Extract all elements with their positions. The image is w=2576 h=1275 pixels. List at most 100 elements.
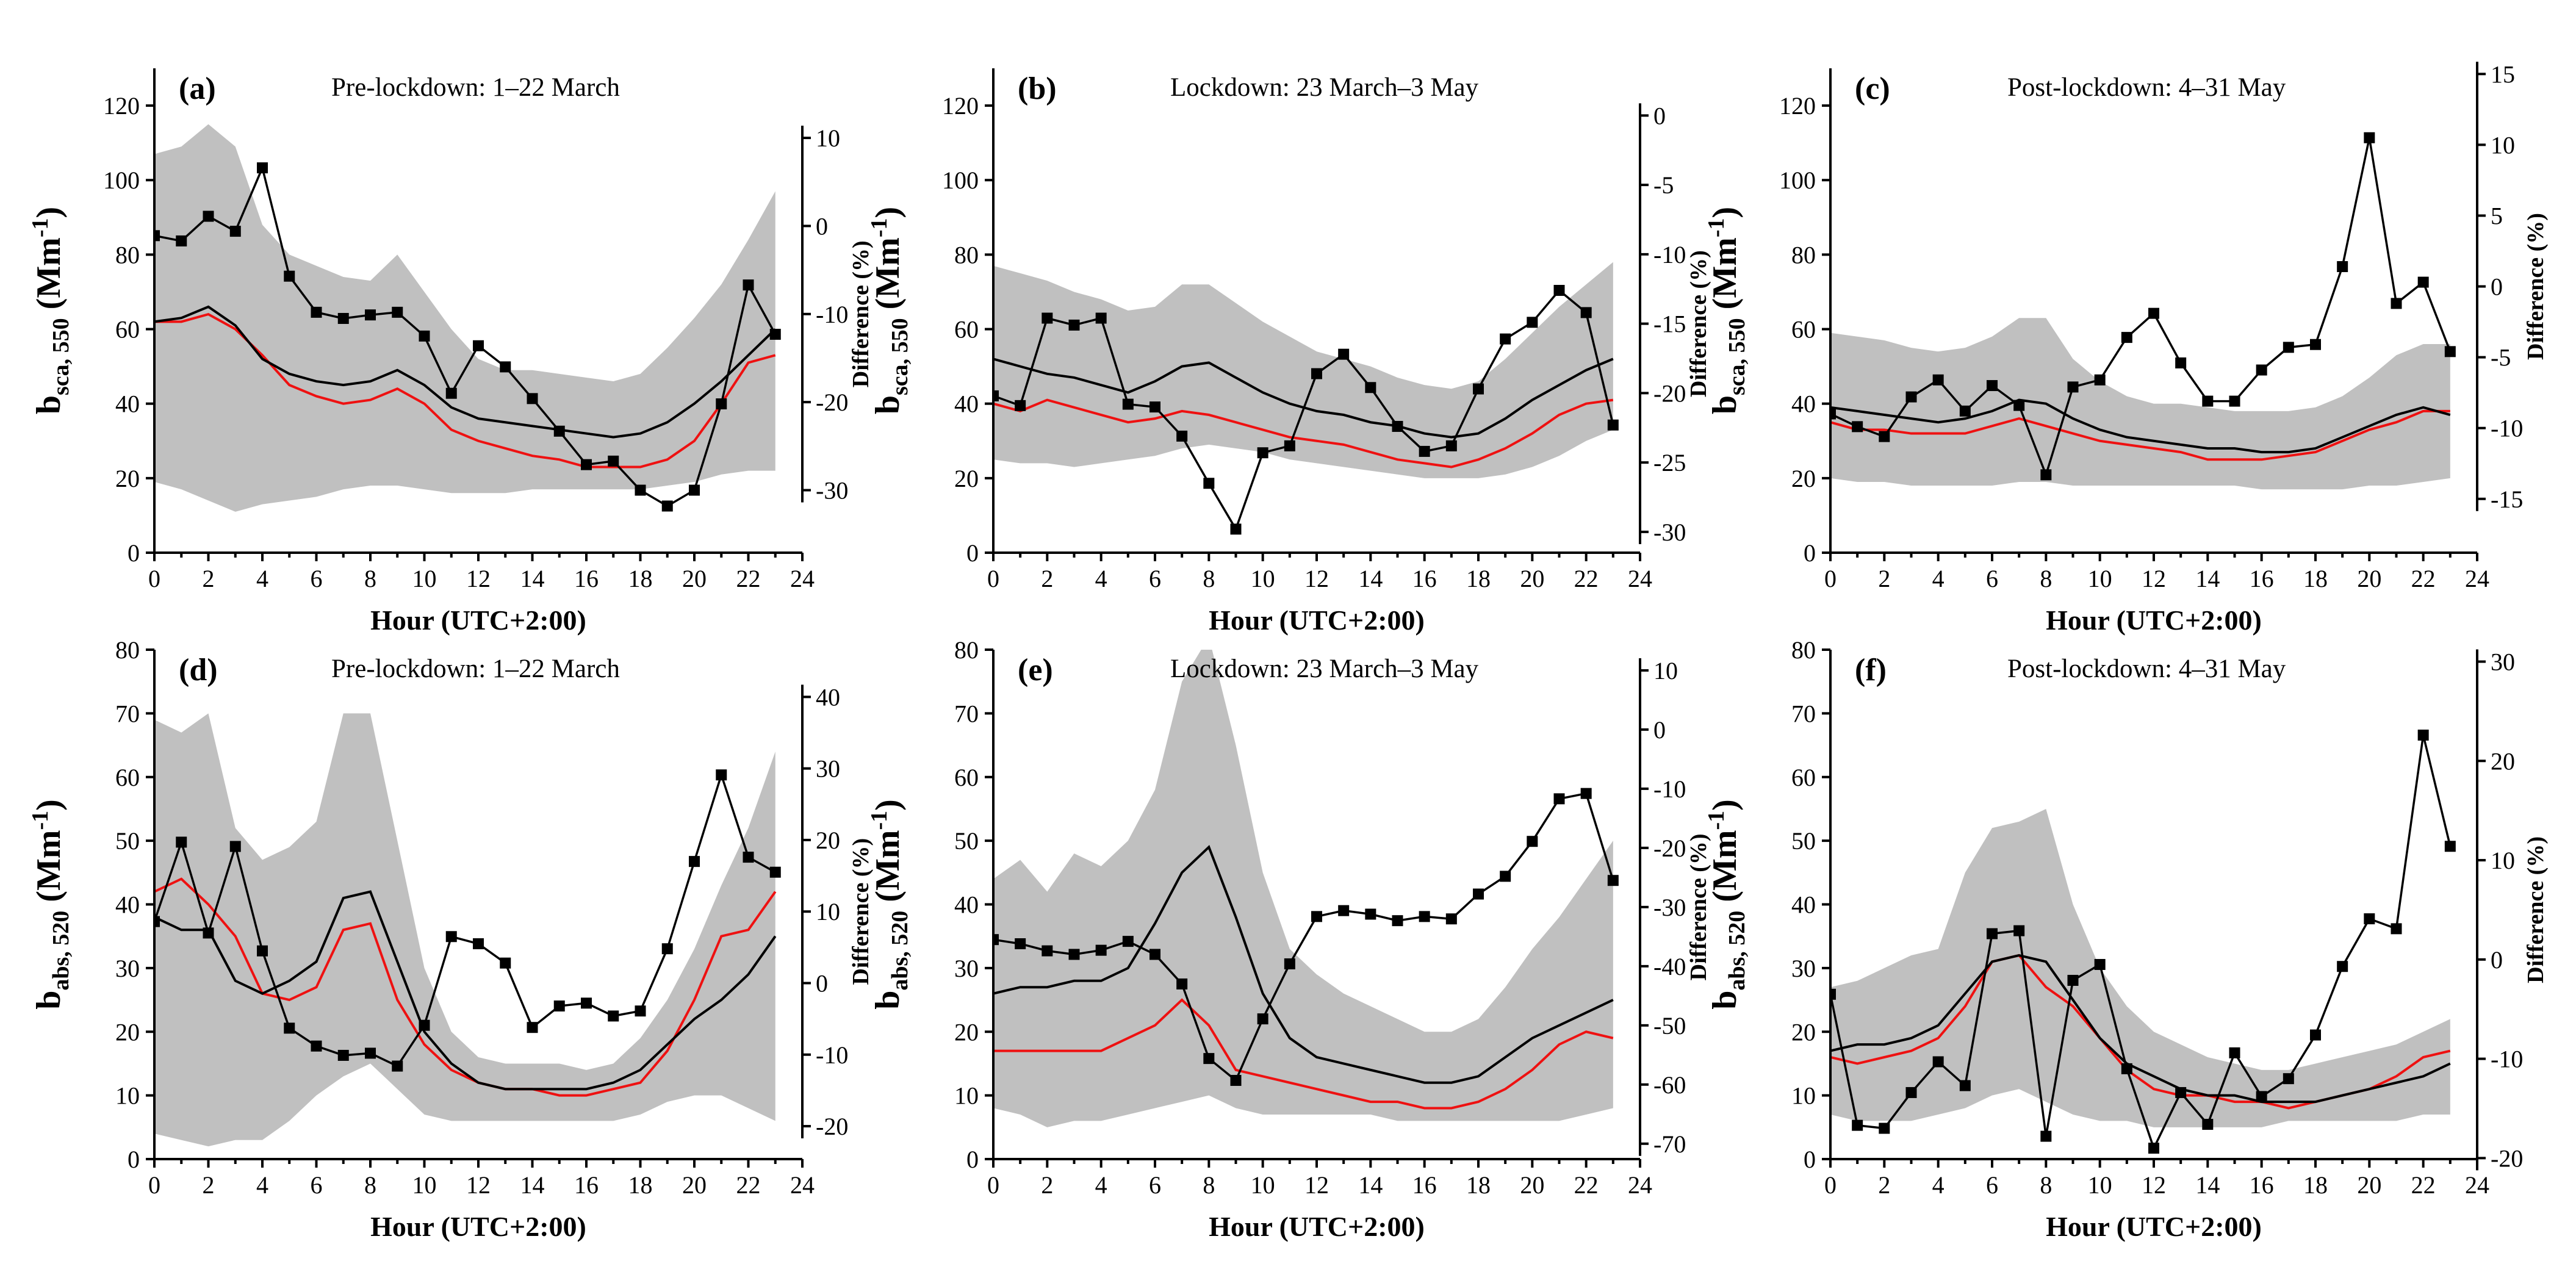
x-tick-label-e-2: 2 (1041, 1171, 1053, 1199)
y-tick-label-c-0: 0 (1804, 539, 1816, 567)
x-tick-label-c-18: 18 (2303, 565, 2328, 592)
y-tick-label-f-0: 0 (1804, 1146, 1816, 1173)
difference-point-f-21 (2391, 923, 2402, 935)
difference-point-b-1 (1015, 400, 1026, 411)
difference-point-b-2 (1042, 312, 1053, 324)
y2-tick-label-e--20: -20 (1653, 835, 1686, 862)
y-tick-label-e-40: 40 (954, 891, 979, 919)
difference-point-c-1 (1852, 421, 1863, 433)
x-tick-label-f-18: 18 (2303, 1171, 2328, 1199)
difference-point-d-0 (154, 916, 160, 927)
difference-point-d-15 (553, 1000, 565, 1012)
x-tick-label-c-10: 10 (2088, 565, 2112, 592)
difference-point-e-21 (1553, 793, 1565, 805)
x-tick-label-f-16: 16 (2250, 1171, 2274, 1199)
panel-label-d: (d) (179, 653, 218, 688)
x-tick-label-a-2: 2 (203, 565, 215, 592)
panel-c: 0 2 4 6 8 10 12 14 16 18 20 22 24020406080100120-15-… (1704, 60, 2549, 636)
x-tick-label-e-4: 4 (1095, 1171, 1107, 1199)
y2-tick-label-b--10: -10 (1653, 241, 1686, 268)
y2-tick-label-f--10: -10 (2491, 1046, 2523, 1073)
x-tick-label-f-14: 14 (2195, 1171, 2220, 1199)
difference-point-d-18 (635, 1005, 646, 1017)
difference-point-f-23 (2444, 841, 2456, 852)
difference-point-f-2 (1879, 1122, 1890, 1134)
y2-tick-label-c-0: 0 (2491, 273, 2503, 301)
y-axis-label-subscript: sca, 550 (48, 318, 74, 395)
panel-f: 0 2 4 6 8 10 12 14 16 18 20 22 2401020304050607080-2… (1704, 636, 2549, 1242)
panel-label-f: (f) (1855, 653, 1887, 688)
difference-point-d-6 (311, 1040, 322, 1052)
x-axis-label-e: Hour (UTC+2:00) (1209, 1211, 1425, 1242)
x-tick-label-b-6: 6 (1149, 565, 1161, 592)
x-tick-label-d-20: 20 (682, 1171, 707, 1199)
y-tick-label-a-40: 40 (115, 390, 140, 418)
difference-point-f-11 (2121, 1063, 2132, 1074)
y-tick-label-d-0: 0 (128, 1146, 140, 1173)
plot-area-b (993, 262, 1619, 535)
range-band-a (154, 124, 775, 512)
difference-point-a-15 (553, 425, 565, 437)
y-tick-label-a-20: 20 (115, 465, 140, 492)
y-tick-label-b-80: 80 (954, 241, 979, 268)
x-tick-label-b-0: 0 (987, 565, 999, 592)
y2-axis-label-d: Difference (%) (848, 838, 874, 985)
difference-point-e-0 (993, 934, 999, 946)
y-axis-label-close: ) (30, 799, 68, 811)
difference-point-b-13 (1338, 348, 1350, 360)
x-tick-label-f-24: 24 (2465, 1171, 2489, 1199)
y2-tick-label-a-10: 10 (816, 124, 840, 152)
x-tick-label-e-22: 22 (1574, 1171, 1599, 1199)
difference-point-e-18 (1473, 888, 1484, 900)
difference-point-e-14 (1365, 908, 1376, 920)
y2-tick-label-b--20: -20 (1653, 379, 1686, 407)
difference-point-a-1 (176, 235, 187, 246)
y-tick-label-b-40: 40 (954, 390, 979, 418)
plot-area-d (154, 713, 781, 1147)
range-band-e (993, 650, 1613, 1127)
x-tick-label-c-0: 0 (1824, 565, 1837, 592)
panel-label-a: (a) (179, 71, 216, 106)
difference-point-e-6 (1149, 949, 1160, 960)
difference-point-c-19 (2337, 261, 2348, 273)
difference-point-b-0 (993, 390, 999, 401)
y-tick-label-e-0: 0 (966, 1146, 979, 1173)
difference-point-e-15 (1392, 915, 1403, 927)
difference-point-c-3 (1905, 391, 1917, 403)
x-tick-label-b-14: 14 (1358, 565, 1383, 592)
x-tick-label-c-8: 8 (2040, 565, 2052, 592)
y-axis-label-units: (Mm (869, 237, 907, 318)
x-tick-label-e-0: 0 (987, 1171, 999, 1199)
y-axis-label-subscript: sca, 550 (887, 318, 913, 395)
y-tick-label-d-30: 30 (115, 955, 140, 982)
x-tick-label-e-10: 10 (1251, 1171, 1275, 1199)
range-band-f (1830, 808, 2450, 1127)
difference-point-a-2 (203, 210, 214, 222)
x-tick-label-e-8: 8 (1203, 1171, 1215, 1199)
y2-tick-label-c-5: 5 (2491, 202, 2503, 229)
difference-point-c-20 (2364, 132, 2375, 143)
y-axis-label-close: ) (869, 207, 907, 218)
panel-title-e: Lockdown: 23 March–3 May (1170, 655, 1479, 683)
difference-point-f-19 (2337, 961, 2348, 972)
difference-point-c-16 (2256, 364, 2267, 376)
y-axis-label-subscript: sca, 550 (1724, 318, 1750, 395)
difference-point-c-22 (2417, 276, 2429, 288)
panel-title-a: Pre-lockdown: 1–22 March (331, 73, 620, 102)
x-tick-label-e-24: 24 (1628, 1171, 1652, 1199)
x-axis-label-f: Hour (UTC+2:00) (2046, 1211, 2262, 1242)
difference-point-c-21 (2391, 298, 2402, 309)
difference-point-b-9 (1230, 523, 1242, 535)
panel-label-c: (c) (1855, 71, 1890, 106)
x-tick-label-b-20: 20 (1520, 565, 1544, 592)
difference-point-c-13 (2175, 357, 2187, 368)
y-axis-label-symbol: b (30, 395, 68, 414)
difference-point-a-5 (284, 270, 295, 282)
difference-point-e-5 (1122, 936, 1134, 947)
difference-point-d-22 (743, 852, 754, 863)
y2-tick-label-a-0: 0 (816, 212, 828, 240)
y2-tick-label-a--30: -30 (816, 477, 848, 505)
difference-point-a-6 (311, 306, 322, 318)
x-tick-label-d-4: 4 (256, 1171, 268, 1199)
red-series-line-e (993, 998, 1614, 1110)
